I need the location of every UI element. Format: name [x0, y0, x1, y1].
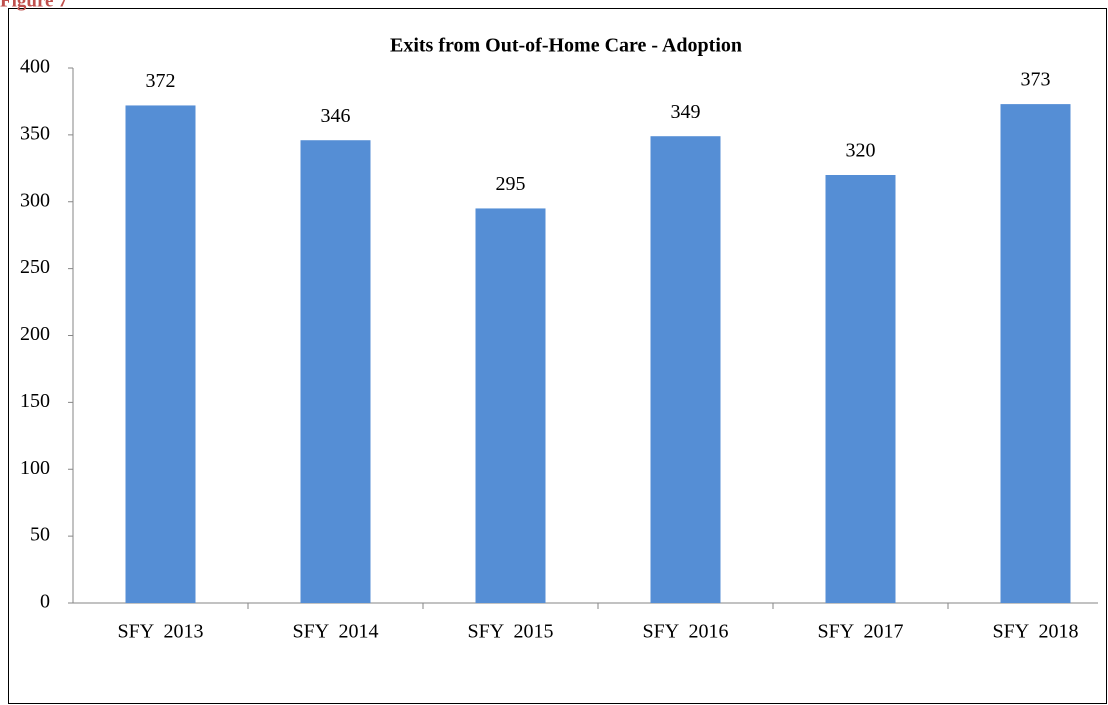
y-tick-label: 50	[30, 524, 50, 546]
x-tick-label: SFY 2014	[293, 621, 379, 643]
y-tick-label: 400	[20, 56, 50, 78]
x-tick-label: SFY 2015	[468, 621, 554, 643]
y-tick-label: 0	[40, 591, 50, 613]
y-tick-label: 300	[20, 189, 50, 211]
bar	[475, 208, 546, 603]
chart-border	[8, 8, 1107, 704]
value-label: 373	[1021, 69, 1051, 91]
bar	[1000, 104, 1071, 604]
value-label: 295	[496, 173, 526, 195]
bar	[125, 105, 196, 603]
y-tick-label: 200	[20, 323, 50, 345]
bar	[825, 175, 896, 603]
chart-title: Exits from Out-of-Home Care - Adoption	[390, 35, 742, 57]
value-label: 372	[146, 70, 176, 92]
y-tick-label: 350	[20, 122, 50, 144]
x-tick-label: SFY 2018	[993, 621, 1079, 643]
figure-label: Figure 7	[0, 0, 68, 11]
value-label: 346	[321, 105, 351, 127]
x-tick-label: SFY 2016	[643, 621, 729, 643]
bar	[300, 140, 371, 603]
x-tick-label: SFY 2017	[818, 621, 904, 643]
value-label: 349	[671, 101, 701, 123]
bar	[650, 136, 721, 603]
y-tick-label: 100	[20, 457, 50, 479]
y-tick-label: 250	[20, 256, 50, 278]
y-tick-label: 150	[20, 390, 50, 412]
value-label: 320	[846, 140, 876, 162]
x-tick-label: SFY 2013	[118, 621, 204, 643]
